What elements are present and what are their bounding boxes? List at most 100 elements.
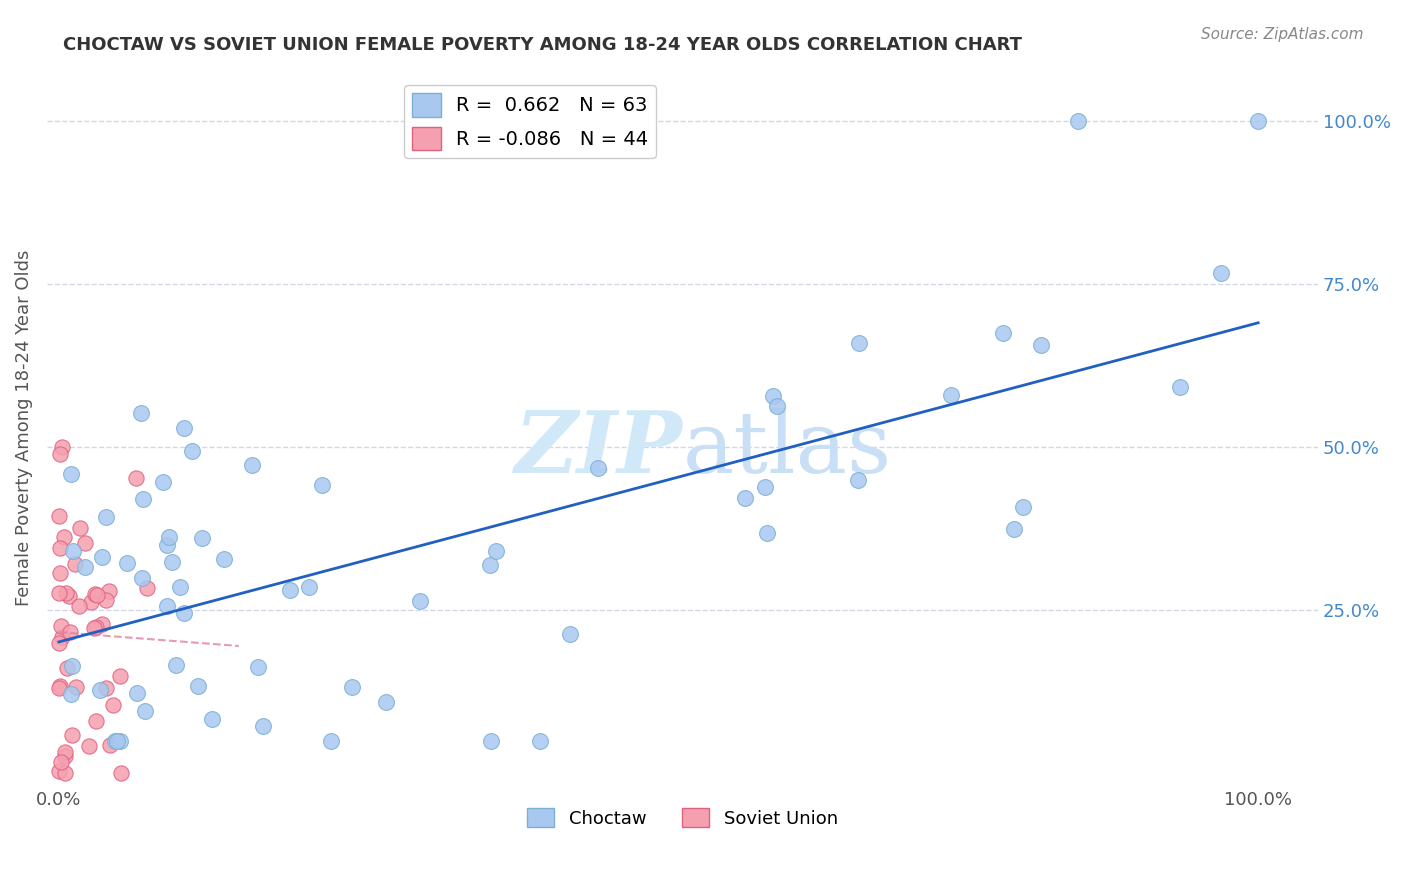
Soviet Union: [52, 530, 75, 544]
Soviet Union: [53, 766, 76, 780]
Soviet Union: [110, 766, 132, 780]
Choctaw: [94, 509, 117, 524]
Choctaw: [485, 544, 508, 558]
Soviet Union: [75, 536, 97, 550]
Choctaw: [62, 544, 84, 558]
Choctaw: [246, 660, 269, 674]
Choctaw: [252, 719, 274, 733]
Soviet Union: [67, 599, 90, 613]
Choctaw: [409, 593, 432, 607]
Soviet Union: [83, 621, 105, 635]
Choctaw: [134, 704, 156, 718]
Choctaw: [173, 606, 195, 620]
Choctaw: [156, 599, 179, 613]
Choctaw: [240, 458, 263, 472]
Choctaw: [588, 460, 610, 475]
Soviet Union: [59, 624, 82, 639]
Text: CHOCTAW VS SOVIET UNION FEMALE POVERTY AMONG 18-24 YEAR OLDS CORRELATION CHART: CHOCTAW VS SOVIET UNION FEMALE POVERTY A…: [63, 36, 1022, 54]
Soviet Union: [48, 636, 70, 650]
Soviet Union: [60, 727, 83, 741]
Choctaw: [105, 733, 128, 747]
Choctaw: [191, 531, 214, 545]
Soviet Union: [65, 680, 87, 694]
Soviet Union: [69, 521, 91, 535]
Choctaw: [129, 406, 152, 420]
Soviet Union: [53, 745, 76, 759]
Soviet Union: [53, 748, 76, 763]
Soviet Union: [77, 739, 100, 753]
Choctaw: [165, 657, 187, 672]
Choctaw: [127, 686, 149, 700]
Choctaw: [162, 555, 184, 569]
Choctaw: [1209, 266, 1232, 280]
Soviet Union: [56, 661, 79, 675]
Choctaw: [60, 687, 83, 701]
Soviet Union: [48, 681, 70, 696]
Choctaw: [754, 480, 776, 494]
Soviet Union: [94, 681, 117, 695]
Soviet Union: [58, 589, 80, 603]
Choctaw: [762, 389, 785, 403]
Soviet Union: [51, 619, 73, 633]
Soviet Union: [48, 447, 70, 461]
Soviet Union: [49, 566, 72, 580]
Choctaw: [375, 695, 398, 709]
Soviet Union: [48, 679, 70, 693]
Choctaw: [73, 560, 96, 574]
Choctaw: [187, 679, 209, 693]
Choctaw: [321, 733, 343, 747]
Choctaw: [104, 733, 127, 747]
Choctaw: [173, 421, 195, 435]
Choctaw: [1029, 338, 1052, 352]
Soviet Union: [125, 471, 148, 485]
Choctaw: [1168, 380, 1191, 394]
Choctaw: [159, 530, 181, 544]
Choctaw: [1067, 113, 1090, 128]
Choctaw: [152, 475, 174, 489]
Choctaw: [297, 580, 319, 594]
Soviet Union: [110, 669, 132, 683]
Choctaw: [91, 550, 114, 565]
Soviet Union: [101, 698, 124, 713]
Soviet Union: [63, 558, 86, 572]
Choctaw: [734, 491, 756, 505]
Choctaw: [1247, 113, 1270, 128]
Soviet Union: [48, 586, 70, 600]
Soviet Union: [51, 755, 73, 769]
Choctaw: [560, 626, 582, 640]
Choctaw: [60, 658, 83, 673]
Choctaw: [848, 335, 870, 350]
Soviet Union: [97, 584, 120, 599]
Choctaw: [59, 467, 82, 481]
Soviet Union: [80, 595, 103, 609]
Choctaw: [115, 556, 138, 570]
Choctaw: [1011, 500, 1033, 514]
Choctaw: [765, 399, 787, 413]
Choctaw: [311, 477, 333, 491]
Choctaw: [181, 444, 204, 458]
Soviet Union: [86, 588, 108, 602]
Choctaw: [89, 682, 111, 697]
Choctaw: [991, 326, 1014, 341]
Soviet Union: [84, 714, 107, 728]
Choctaw: [156, 538, 179, 552]
Soviet Union: [49, 541, 72, 555]
Choctaw: [1002, 522, 1025, 536]
Choctaw: [201, 712, 224, 726]
Soviet Union: [51, 440, 73, 454]
Soviet Union: [98, 738, 121, 752]
Legend: Choctaw, Soviet Union: Choctaw, Soviet Union: [520, 801, 845, 835]
Soviet Union: [55, 586, 77, 600]
Choctaw: [340, 680, 363, 694]
Y-axis label: Female Poverty Among 18-24 Year Olds: Female Poverty Among 18-24 Year Olds: [15, 249, 32, 606]
Choctaw: [169, 580, 191, 594]
Choctaw: [479, 558, 502, 572]
Choctaw: [941, 388, 963, 402]
Choctaw: [846, 473, 869, 487]
Choctaw: [529, 733, 551, 747]
Text: atlas: atlas: [682, 408, 891, 491]
Soviet Union: [84, 587, 107, 601]
Choctaw: [479, 733, 502, 747]
Soviet Union: [136, 581, 159, 595]
Choctaw: [278, 582, 301, 597]
